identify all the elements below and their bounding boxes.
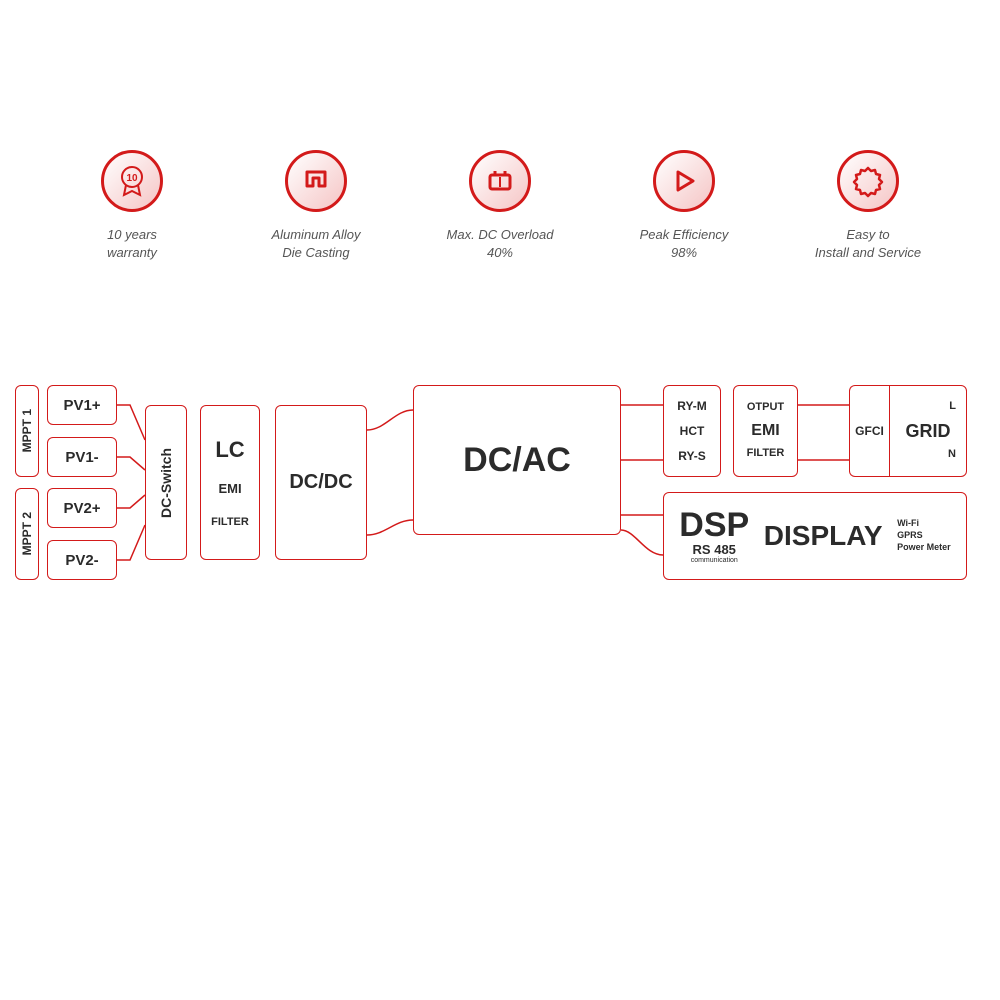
pv2-minus: PV2- (47, 540, 117, 580)
svg-text:10: 10 (126, 173, 138, 184)
dc-switch: DC-Switch (145, 405, 187, 560)
gear-icon (837, 150, 899, 212)
pv1-plus: PV1+ (47, 385, 117, 425)
feature-row: 10 10 yearswarranty Aluminum AlloyDie Ca… (0, 150, 1000, 261)
monitor-block: RY-M HCT RY-S (663, 385, 721, 477)
feature-overload: Max. DC Overload40% (420, 150, 580, 261)
warranty-icon: 10 (101, 150, 163, 212)
feature-label: Max. DC Overload40% (447, 226, 554, 261)
pv1-minus: PV1- (47, 437, 117, 477)
feature-easy: Easy toInstall and Service (788, 150, 948, 261)
feature-label: Aluminum AlloyDie Casting (271, 226, 360, 261)
mppt-2: MPPT 2 (15, 488, 39, 580)
output-emi-filter: OTPUT EMI FILTER (733, 385, 798, 477)
mppt-1: MPPT 1 (15, 385, 39, 477)
pv2-plus: PV2+ (47, 488, 117, 528)
overload-icon (469, 150, 531, 212)
block-diagram: MPPT 1 MPPT 2 PV1+ PV1- PV2+ PV2- DC-Swi… (15, 380, 985, 600)
feature-efficiency: Peak Efficiency98% (604, 150, 764, 261)
feature-warranty: 10 10 yearswarranty (52, 150, 212, 261)
feature-label: Easy toInstall and Service (815, 226, 921, 261)
dsp-display: DSP RS 485 communication DISPLAY Wi-Fi G… (663, 492, 967, 580)
dc-ac: DC/AC (413, 385, 621, 535)
efficiency-icon (653, 150, 715, 212)
lc-emi-filter: LC EMI FILTER (200, 405, 260, 560)
feature-casting: Aluminum AlloyDie Casting (236, 150, 396, 261)
grid: L GRID N (889, 385, 967, 477)
feature-label: 10 yearswarranty (107, 226, 157, 261)
gfci: GFCI (849, 385, 889, 477)
casting-icon (285, 150, 347, 212)
feature-label: Peak Efficiency98% (640, 226, 729, 261)
dc-dc: DC/DC (275, 405, 367, 560)
